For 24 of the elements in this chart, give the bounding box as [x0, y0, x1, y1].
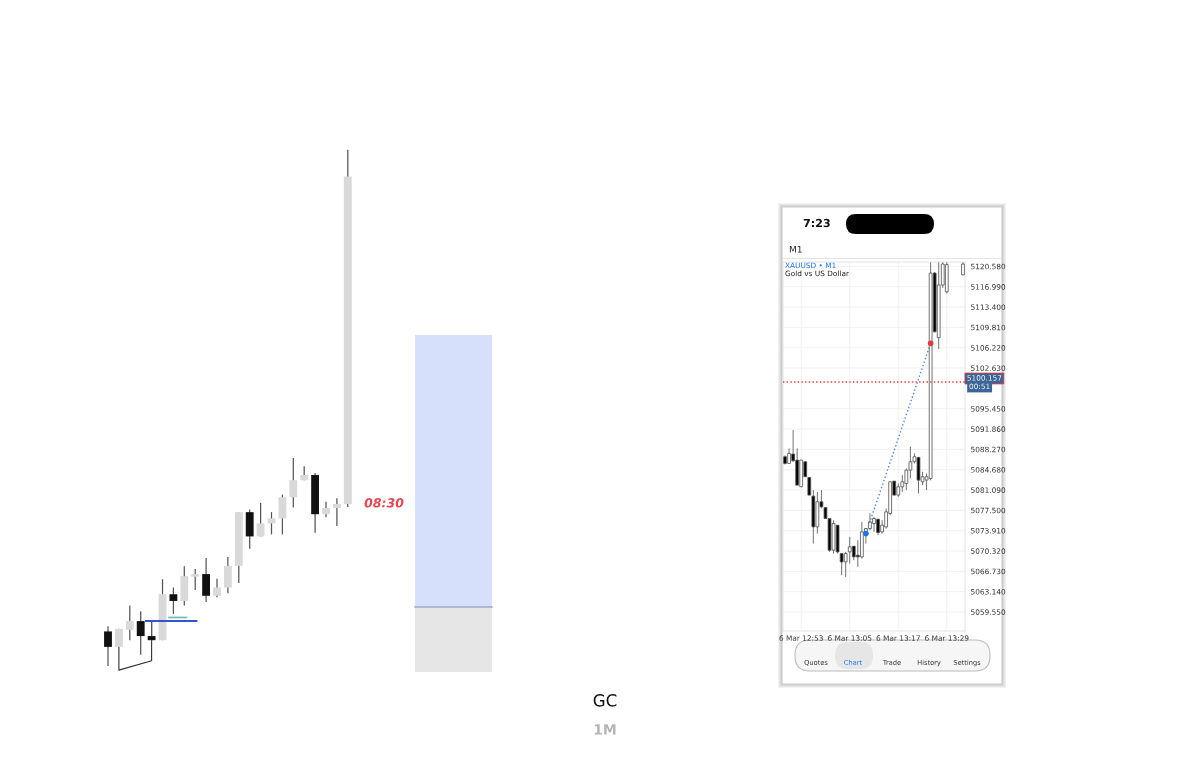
- text: 1M: [594, 724, 616, 735]
- candlestick: [104, 625, 112, 667]
- candlestick: [322, 501, 330, 518]
- candlestick: [213, 578, 221, 598]
- candlestick: [223, 556, 232, 594]
- candlestick: [256, 502, 265, 538]
- candlestick: [125, 604, 134, 641]
- candlestick: [147, 620, 156, 642]
- candlestick: [191, 568, 200, 591]
- candlestick: [872, 516, 876, 533]
- candlestick: [278, 493, 287, 535]
- candlestick: [202, 557, 211, 603]
- candlestick: [847, 536, 852, 564]
- candlestick: [169, 586, 178, 615]
- candlestick: [839, 553, 844, 576]
- candlestick: [136, 610, 145, 656]
- text: GC: [593, 694, 617, 707]
- candlestick: [289, 457, 298, 509]
- text: 7:23: [803, 218, 830, 228]
- text: 08:30: [364, 498, 404, 508]
- candlestick: [332, 497, 341, 527]
- candlestick: [267, 511, 276, 535]
- text: M1: [789, 245, 802, 253]
- candlestick: [868, 513, 872, 531]
